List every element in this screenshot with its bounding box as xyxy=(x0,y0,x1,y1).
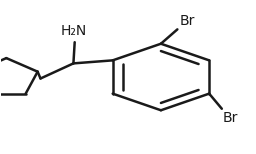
Text: Br: Br xyxy=(179,14,195,28)
Text: H₂N: H₂N xyxy=(60,24,87,38)
Text: Br: Br xyxy=(223,111,239,125)
